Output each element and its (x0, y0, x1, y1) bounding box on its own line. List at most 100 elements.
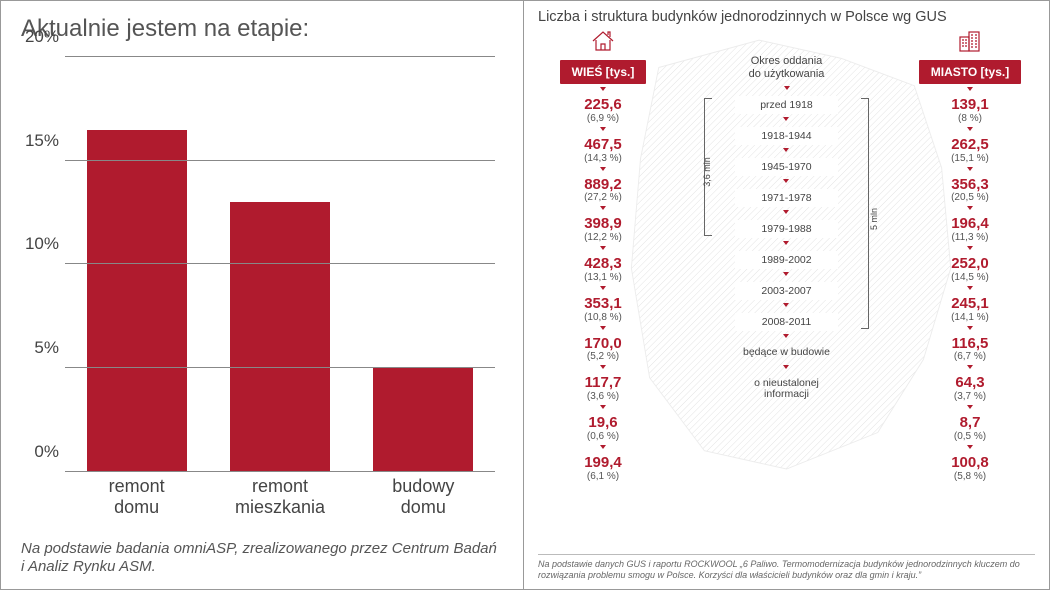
data-row: 139,1(8 %) (951, 97, 989, 124)
data-percent: (0,5 %) (951, 431, 989, 442)
period-label: przed 1918 (735, 96, 838, 114)
right-footnote: Na podstawie danych GUS i raportu ROCKWO… (538, 554, 1035, 581)
down-arrow-icon (783, 272, 789, 276)
down-arrow-icon (783, 365, 789, 369)
left-panel: Aktualnie jestem na etapie: 0% 5% 10% 15% 20… (0, 0, 524, 590)
left-footnote: Na podstawie badania omniASP, zrealizowa… (21, 540, 503, 578)
data-percent: (5,8 %) (951, 471, 989, 482)
period-label: będące w budowie (735, 344, 838, 362)
down-arrow-icon (783, 210, 789, 214)
period-label: 1945-1970 (735, 158, 838, 176)
data-value: 428,3 (584, 256, 622, 272)
down-arrow-icon (600, 445, 606, 449)
down-arrow-icon (783, 148, 789, 152)
data-percent: (3,6 %) (584, 391, 622, 402)
down-arrow-icon (783, 179, 789, 183)
chart-gridline (65, 263, 495, 264)
chart-bar (230, 202, 330, 471)
chart-xlabel: remontmieszkania (220, 476, 340, 532)
data-row: 353,1(10,8 %) (584, 296, 622, 323)
data-value: 262,5 (951, 137, 989, 153)
data-row: 252,0(14,5 %) (951, 256, 989, 283)
data-row: 100,8(5,8 %) (951, 455, 989, 482)
down-arrow-icon (600, 167, 606, 171)
chart-xlabel: budowydomu (363, 476, 483, 532)
data-percent: (8 %) (951, 113, 989, 124)
down-arrow-icon (600, 127, 606, 131)
building-icon (957, 29, 983, 58)
chart-bar (373, 368, 473, 472)
down-arrow-icon (600, 365, 606, 369)
down-arrow-icon (967, 365, 973, 369)
bracket-right-label: 5 mln (869, 208, 879, 230)
village-header: WIEŚ [tys.] (560, 60, 647, 84)
data-value: 889,2 (584, 177, 622, 193)
data-value: 467,5 (584, 137, 622, 153)
data-percent: (3,7 %) (951, 391, 989, 402)
data-value: 100,8 (951, 455, 989, 471)
data-value: 199,4 (584, 455, 622, 471)
data-percent: (11,3 %) (951, 232, 989, 243)
data-value: 225,6 (584, 97, 622, 113)
chart-ylabel: 15% (25, 131, 59, 151)
data-percent: (14,3 %) (584, 153, 622, 164)
chart-ylabel: 10% (25, 234, 59, 254)
data-row: 117,7(3,6 %) (584, 375, 622, 402)
data-value: 64,3 (951, 375, 989, 391)
data-percent: (10,8 %) (584, 312, 622, 323)
down-arrow-icon (967, 127, 973, 131)
down-arrow-icon (600, 326, 606, 330)
down-arrow-icon (600, 286, 606, 290)
left-title: Aktualnie jestem na etapie: (21, 15, 503, 43)
data-value: 196,4 (951, 216, 989, 232)
down-arrow-icon (967, 405, 973, 409)
data-percent: (6,9 %) (584, 113, 622, 124)
data-value: 245,1 (951, 296, 989, 312)
data-row: 64,3(3,7 %) (951, 375, 989, 402)
chart-ylabel: 0% (34, 442, 59, 462)
data-row: 225,6(6,9 %) (584, 97, 622, 124)
chart-ylabel: 20% (25, 27, 59, 47)
period-label: 1918-1944 (735, 127, 838, 145)
data-percent: (15,1 %) (951, 153, 989, 164)
data-percent: (14,1 %) (951, 312, 989, 323)
data-row: 116,5(6,7 %) (951, 336, 989, 363)
chart-gridline (65, 56, 495, 57)
chart-gridline (65, 160, 495, 161)
down-arrow-icon (967, 206, 973, 210)
data-row: 398,9(12,2 %) (584, 216, 622, 243)
data-row: 199,4(6,1 %) (584, 455, 622, 482)
data-row: 262,5(15,1 %) (951, 137, 989, 164)
data-row: 428,3(13,1 %) (584, 256, 622, 283)
data-percent: (6,1 %) (584, 471, 622, 482)
down-arrow-icon (783, 117, 789, 121)
data-row: 889,2(27,2 %) (584, 177, 622, 204)
data-percent: (20,5 %) (951, 192, 989, 203)
data-percent: (6,7 %) (951, 351, 989, 362)
period-label: 1989-2002 (735, 251, 838, 269)
period-label: 2008-2011 (735, 313, 838, 331)
chart-bar (87, 130, 187, 472)
right-columns: WIEŚ [tys.] 225,6(6,9 %) 467,5(14,3 %) 889… (538, 29, 1035, 482)
data-value: 139,1 (951, 97, 989, 113)
chart-gridline (65, 471, 495, 472)
chart-ylabel: 5% (34, 338, 59, 358)
right-title: Liczba i struktura budynków jednorodzinn… (538, 9, 1035, 25)
data-percent: (0,6 %) (584, 431, 622, 442)
data-row: 19,6(0,6 %) (584, 415, 622, 442)
data-value: 117,7 (584, 375, 622, 391)
data-row: 467,5(14,3 %) (584, 137, 622, 164)
village-column: WIEŚ [tys.] 225,6(6,9 %) 467,5(14,3 %) 889… (538, 29, 668, 482)
down-arrow-icon (967, 326, 973, 330)
down-arrow-icon (600, 405, 606, 409)
data-value: 8,7 (951, 415, 989, 431)
bar-chart: 0%5%10%15%20% remontdomuremontmieszkania… (21, 57, 503, 532)
data-row: 196,4(11,3 %) (951, 216, 989, 243)
bracket-left-label: 3,6 mln (702, 158, 712, 188)
data-percent: (5,2 %) (584, 351, 622, 362)
periods-column: Okres oddaniado użytkowania przed 191819… (668, 29, 905, 404)
down-arrow-icon (783, 334, 789, 338)
data-percent: (14,5 %) (951, 272, 989, 283)
chart-xlabel: remontdomu (77, 476, 197, 532)
period-label: 2003-2007 (735, 282, 838, 300)
